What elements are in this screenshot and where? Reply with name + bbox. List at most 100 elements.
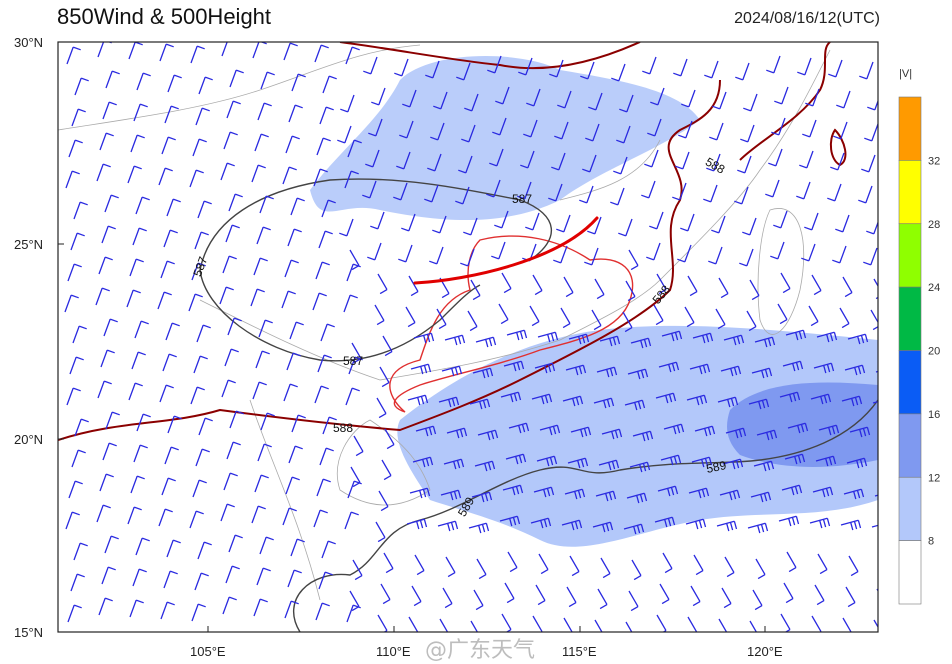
wind-barb: [430, 122, 445, 141]
wind-barb: [687, 275, 698, 297]
wind-barb: [194, 572, 209, 591]
wind-barb: [753, 460, 775, 472]
contour-587: [199, 178, 553, 271]
wind-barb: [393, 182, 408, 201]
wind-barb: [750, 491, 772, 503]
wind-barb: [470, 620, 479, 632]
wind-barb: [314, 385, 329, 404]
wind-barb: [584, 247, 599, 266]
wind-barb: [787, 422, 809, 434]
wind-barb: [67, 263, 82, 282]
wind-barb: [289, 321, 304, 340]
wind-barb: [506, 329, 528, 341]
wind-barb: [316, 137, 331, 156]
map-frame: [57, 41, 879, 633]
wind-barb: [624, 399, 646, 411]
wind-barb: [191, 603, 206, 622]
wind-barb: [472, 367, 494, 379]
wind-barb: [805, 88, 820, 107]
wind-barb: [284, 600, 299, 619]
wind-barb: [446, 427, 468, 439]
wind-barb: [565, 364, 587, 376]
height-contours: [58, 42, 878, 632]
colorbar-swatch: [898, 476, 922, 541]
wind-barb: [102, 101, 117, 120]
wind-barb: [353, 435, 364, 457]
wind-barb: [879, 336, 899, 346]
wind-barb: [288, 104, 303, 123]
wind-barb: [198, 76, 213, 95]
wind-barb: [630, 337, 652, 349]
wind-barb: [628, 590, 639, 612]
wind-barb: [166, 539, 181, 558]
wind-barb: [718, 277, 729, 299]
wind-barb: [285, 476, 300, 495]
wind-barb: [817, 553, 828, 575]
wind-barb: [877, 464, 878, 465]
wind-barb: [259, 195, 274, 214]
wind-barb: [770, 241, 785, 260]
wind-barb: [830, 152, 845, 171]
wind-barb: [318, 571, 333, 590]
wind-barb: [845, 586, 856, 608]
wind-barb: [227, 317, 242, 336]
wind-barb: [162, 353, 177, 372]
wind-barb: [163, 570, 178, 589]
wind-barb: [399, 120, 414, 139]
wind-barb: [405, 306, 416, 328]
colorbar-swatch: [898, 223, 922, 288]
wind-barb: [229, 69, 244, 88]
wind-barb: [411, 585, 422, 607]
wind-barb: [781, 484, 803, 496]
colorbar-swatch: [898, 350, 922, 415]
wind-barb: [818, 424, 840, 436]
wind-barb: [134, 320, 149, 339]
wind-barb: [160, 601, 175, 620]
wind-barb: [101, 566, 116, 585]
wind-barb: [315, 261, 330, 280]
wind-barb: [424, 184, 439, 203]
wind-barb: [716, 520, 738, 532]
wind-barb: [599, 335, 621, 347]
wind-barb: [746, 310, 757, 332]
contour-label: 587: [343, 354, 363, 368]
wind-barb: [456, 62, 471, 81]
wind-barb: [166, 198, 181, 217]
wind-barb: [413, 332, 435, 344]
wind-barb: [159, 43, 174, 62]
wind-barb: [537, 331, 559, 343]
wind-barb: [780, 613, 791, 632]
colorbar-label: 28: [928, 219, 940, 231]
wind-barb: [225, 224, 240, 243]
wind-barb: [662, 552, 673, 574]
wind-barb: [167, 74, 182, 93]
wind-barb: [136, 72, 151, 91]
wind-barb: [71, 108, 86, 127]
wind-barb: [751, 367, 773, 379]
wind-barb: [880, 558, 889, 578]
wind-barb: [100, 349, 115, 368]
wind-barb: [495, 86, 510, 105]
wind-barb: [585, 123, 600, 142]
wind-barb: [718, 618, 728, 632]
lat-label: 25°N: [14, 237, 43, 252]
wind-barb: [562, 395, 584, 407]
wind-barb: [568, 333, 590, 345]
wind-barb: [374, 304, 385, 326]
wind-barb: [220, 503, 235, 522]
wind-barb: [844, 364, 866, 376]
wind-barb: [408, 616, 419, 632]
wind-barb: [371, 87, 386, 106]
colorbar-label: 8: [928, 536, 934, 548]
wind-barb: [474, 460, 496, 472]
wind-barb: [600, 557, 611, 579]
wind-barb: [251, 164, 266, 183]
wind-barb: [380, 583, 391, 605]
colorbar-label: 20: [928, 346, 940, 358]
wind-barb: [157, 291, 172, 310]
wind-barb: [594, 619, 603, 632]
wind-barb: [127, 506, 142, 525]
wind-barb: [470, 279, 481, 301]
wind-barb: [808, 305, 819, 327]
wind-barb: [842, 276, 853, 298]
